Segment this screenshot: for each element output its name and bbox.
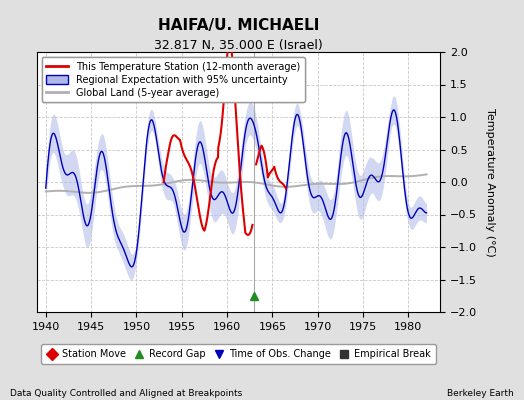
Title: 32.817 N, 35.000 E (Israel): 32.817 N, 35.000 E (Israel) (154, 39, 323, 52)
Text: HAIFA/U. MICHAELI: HAIFA/U. MICHAELI (158, 18, 319, 33)
Text: Berkeley Earth: Berkeley Earth (447, 389, 514, 398)
Y-axis label: Temperature Anomaly (°C): Temperature Anomaly (°C) (485, 108, 495, 256)
Legend: This Temperature Station (12-month average), Regional Expectation with 95% uncer: This Temperature Station (12-month avera… (41, 57, 304, 102)
Legend: Station Move, Record Gap, Time of Obs. Change, Empirical Break: Station Move, Record Gap, Time of Obs. C… (41, 344, 435, 364)
Text: Data Quality Controlled and Aligned at Breakpoints: Data Quality Controlled and Aligned at B… (10, 389, 243, 398)
